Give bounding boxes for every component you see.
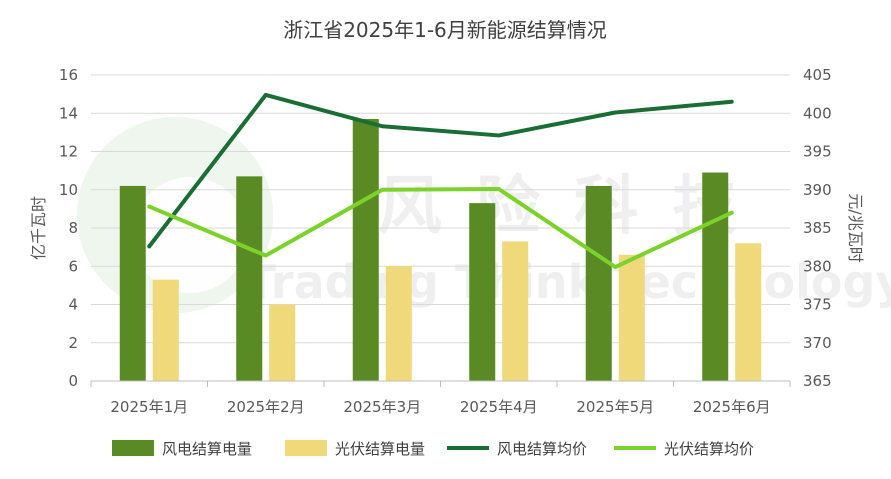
bar-wind-2 xyxy=(236,176,263,381)
right-tick-label: 400 xyxy=(803,104,832,122)
right-axis-label: 元/兆瓦时 xyxy=(846,193,865,262)
right-tick-label: 370 xyxy=(803,334,832,352)
right-tick-label: 380 xyxy=(803,257,832,275)
bar-wind-5 xyxy=(585,185,612,381)
left-tick-label: 8 xyxy=(68,219,78,237)
legend-swatch-solar-volume xyxy=(285,440,327,456)
legend-label-solar-price: 光伏结算均价 xyxy=(664,440,754,458)
left-tick-label: 16 xyxy=(59,66,78,84)
bar-solar-1 xyxy=(152,279,179,381)
line-solar-price xyxy=(147,186,734,270)
right-tick-label: 390 xyxy=(803,181,832,199)
watermark-subtitle: Trading Think Technology xyxy=(245,255,891,309)
bar-wind-3 xyxy=(352,118,379,382)
right-axis-ticks: 365 370 375 380 385 390 395 400 405 xyxy=(803,66,832,390)
right-tick-label: 375 xyxy=(803,296,832,314)
right-tick-label: 395 xyxy=(803,143,832,161)
legend-label-solar-volume: 光伏结算电量 xyxy=(335,440,425,458)
bar-solar-2 xyxy=(269,304,296,381)
right-tick-label: 385 xyxy=(803,219,832,237)
right-tick-label: 405 xyxy=(803,66,832,84)
line-wind-price xyxy=(147,92,734,249)
x-tick-label: 2025年1月 xyxy=(110,398,188,416)
legend-label-wind-volume: 风电结算电量 xyxy=(162,440,252,458)
right-tick-label: 365 xyxy=(803,372,832,390)
left-tick-label: 12 xyxy=(59,143,78,161)
left-tick-label: 6 xyxy=(68,257,78,275)
bar-solar-4 xyxy=(502,241,529,381)
left-tick-label: 4 xyxy=(68,296,78,314)
x-tick-label: 2025年3月 xyxy=(343,398,421,416)
left-tick-label: 10 xyxy=(59,181,78,199)
chart-title: 浙江省2025年1-6月新能源结算情况 xyxy=(283,18,607,42)
bar-solar-6 xyxy=(735,243,762,381)
lines xyxy=(147,92,734,270)
legend: 风电结算电量 光伏结算电量 风电结算均价 光伏结算均价 xyxy=(112,440,754,458)
left-axis-ticks: 0 2 4 6 8 10 12 14 16 xyxy=(59,66,78,390)
x-axis: 2025年1月 2025年2月 2025年3月 2025年4月 2025年5月 2025年… xyxy=(90,380,791,416)
bars xyxy=(119,118,762,382)
x-tick-label: 2025年4月 xyxy=(460,398,538,416)
watermark-title: 风 险 科 技 xyxy=(378,170,743,244)
bar-wind-1 xyxy=(119,185,146,381)
bar-solar-3 xyxy=(385,266,412,381)
left-axis-label: 亿千瓦时 xyxy=(29,196,48,260)
left-tick-label: 0 xyxy=(68,372,78,390)
x-tick-label: 2025年2月 xyxy=(227,398,305,416)
legend-label-wind-price: 风电结算均价 xyxy=(497,440,587,458)
legend-swatch-wind-volume xyxy=(112,440,154,456)
left-tick-label: 2 xyxy=(68,334,78,352)
x-tick-label: 2025年6月 xyxy=(693,398,771,416)
x-tick-label: 2025年5月 xyxy=(576,398,654,416)
bar-wind-6 xyxy=(702,172,729,381)
bar-wind-4 xyxy=(469,203,496,381)
left-tick-label: 14 xyxy=(59,104,78,122)
bar-solar-5 xyxy=(618,254,645,381)
watermark-logo-inner xyxy=(132,177,248,293)
